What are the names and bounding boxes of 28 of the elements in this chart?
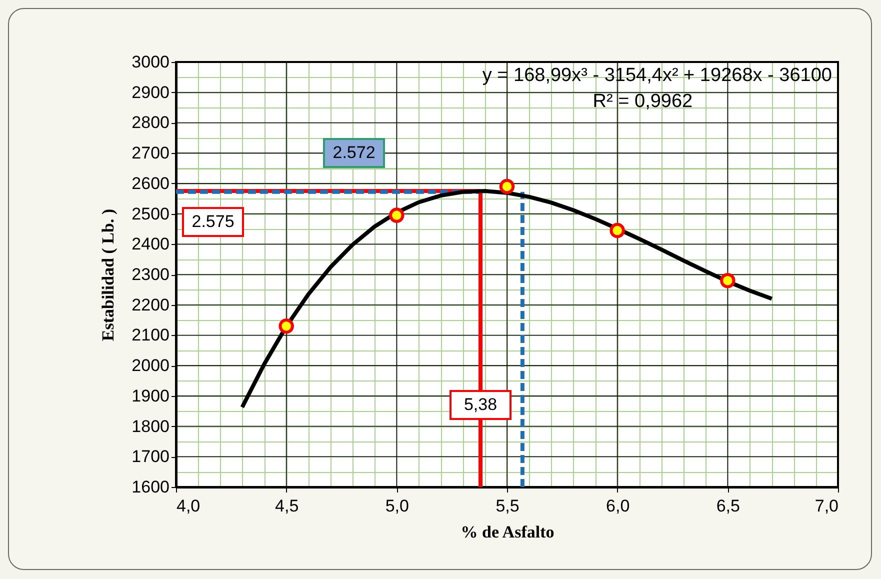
x-tick-label: 5,5 bbox=[496, 496, 520, 516]
annotation: 2.575 bbox=[192, 212, 234, 231]
annotation: 2.572 bbox=[332, 143, 376, 162]
x-tick-label: 7,0 bbox=[814, 496, 838, 516]
y-tick-label: 2500 bbox=[132, 204, 170, 224]
y-tick-label: 1900 bbox=[132, 386, 170, 406]
x-tick-label: 6,0 bbox=[606, 496, 630, 516]
x-axis-title: % de Asfalto bbox=[460, 522, 554, 542]
y-tick-label: 2300 bbox=[132, 265, 170, 284]
y-tick-label: 1700 bbox=[132, 447, 170, 466]
y-tick-label: 2400 bbox=[132, 234, 170, 254]
y-axis-title: Estabilidad ( Lb. ) bbox=[98, 208, 118, 342]
y-tick-label: 1600 bbox=[132, 478, 170, 496]
x-tick-label: 4,5 bbox=[275, 496, 299, 516]
x-tick-label: 5,0 bbox=[385, 496, 409, 516]
y-tick-label: 2800 bbox=[132, 113, 170, 132]
annotation: R² = 0,9962 bbox=[592, 91, 693, 112]
y-tick-label: 2700 bbox=[132, 144, 170, 163]
y-tick-label: 2200 bbox=[132, 295, 170, 314]
y-tick-label: 1800 bbox=[132, 416, 170, 436]
x-tick-label: 4,0 bbox=[176, 496, 200, 516]
y-tick-label: 3000 bbox=[132, 52, 170, 72]
annotation: 5,38 bbox=[464, 395, 498, 414]
y-tick-label: 2100 bbox=[132, 326, 170, 345]
y-tick-label: 2600 bbox=[132, 174, 170, 193]
y-tick-label: 2900 bbox=[132, 82, 170, 102]
y-tick-label: 2000 bbox=[132, 356, 170, 376]
x-tick-label: 6,5 bbox=[716, 496, 740, 516]
